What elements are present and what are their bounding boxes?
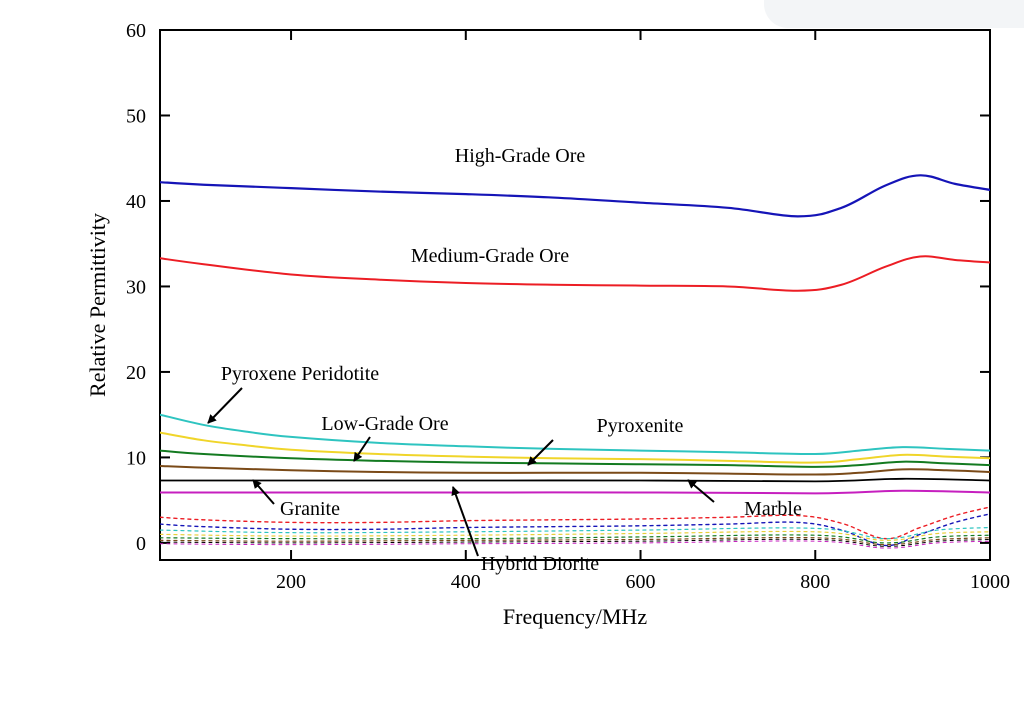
label-pyroxenite: Pyroxenite	[597, 415, 684, 437]
y-tick-label: 30	[126, 276, 146, 298]
x-tick-label: 200	[276, 571, 306, 593]
label-high_grade: High-Grade Ore	[455, 145, 586, 167]
y-axis-label: Relative Permittivity	[85, 213, 110, 397]
x-tick-label: 1000	[970, 571, 1010, 593]
x-tick-label: 800	[800, 571, 830, 593]
label-granite: Granite	[280, 498, 340, 520]
x-tick-label: 400	[451, 571, 481, 593]
ui-decorative-corner	[764, 0, 1024, 28]
label-pyroxene_peridotite: Pyroxene Peridotite	[221, 363, 379, 385]
label-hybrid_diorite: Hybrid Diorite	[481, 553, 599, 575]
y-tick-label: 0	[136, 533, 146, 555]
permittivity-line-chart: 0 10 20 30 40 50 60 200 400 600 800 1000 Frequency/M…	[0, 0, 1024, 719]
y-tick-label: 20	[126, 362, 146, 384]
x-axis-label: Frequency/MHz	[503, 604, 647, 629]
y-tick-label: 40	[126, 191, 146, 213]
x-tick-label: 600	[626, 571, 656, 593]
y-tick-label: 60	[126, 20, 146, 42]
label-marble: Marble	[744, 498, 802, 520]
label-medium_grade: Medium-Grade Ore	[411, 245, 569, 267]
chart-container: 0 10 20 30 40 50 60 200 400 600 800 1000 Frequency/M…	[0, 0, 1024, 719]
label-low_grade: Low-Grade Ore	[321, 413, 448, 435]
y-tick-label: 10	[126, 447, 146, 469]
y-tick-label: 50	[126, 105, 146, 127]
